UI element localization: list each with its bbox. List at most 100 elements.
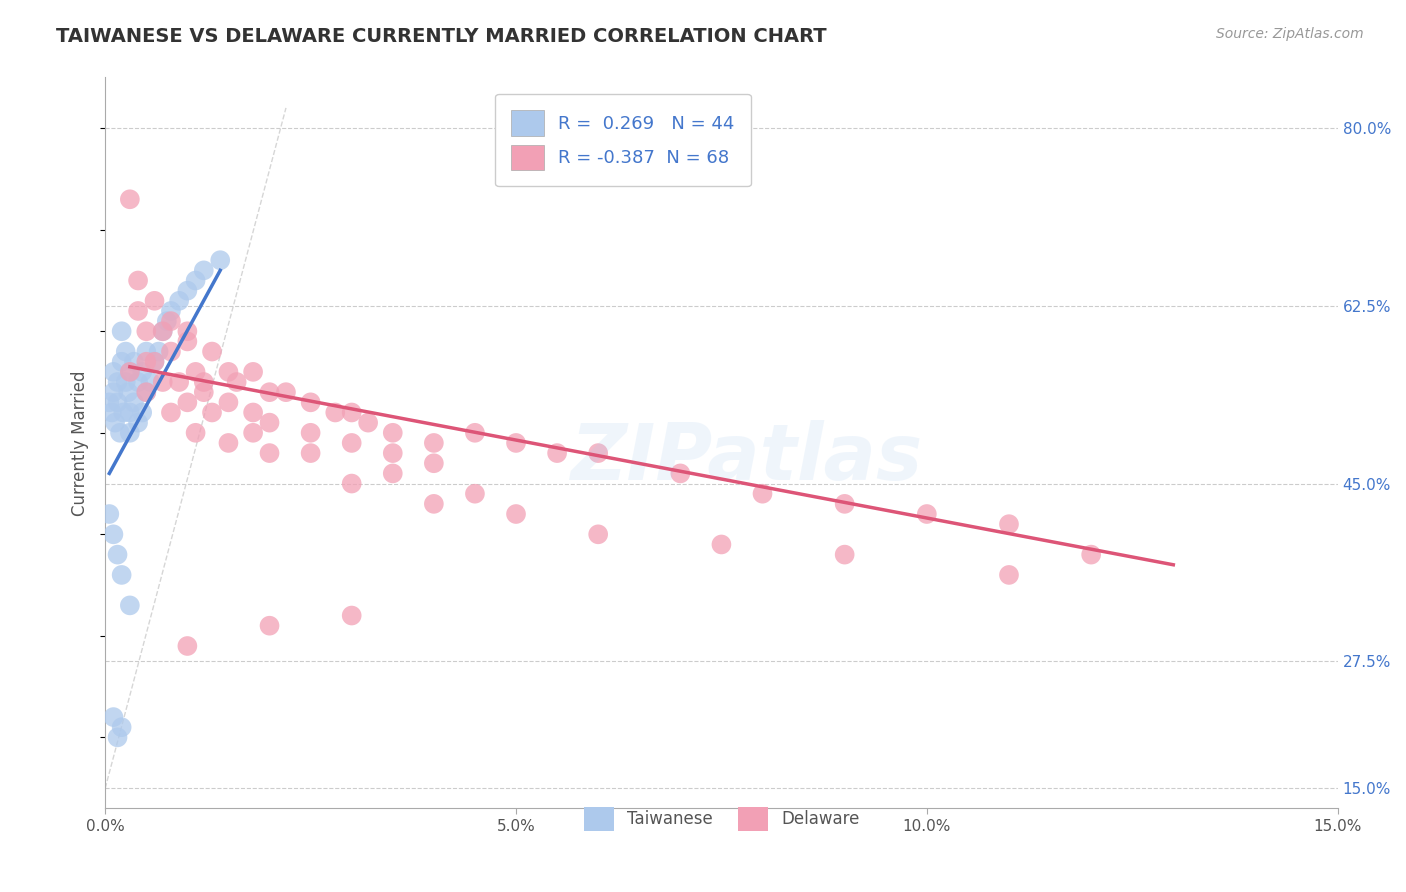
Point [184, 273, 207, 287]
Point [101, 405, 124, 419]
Point [340, 405, 363, 419]
Point [710, 537, 733, 551]
Point [546, 446, 568, 460]
Point [139, 375, 162, 389]
Point [118, 405, 141, 419]
Point [299, 395, 322, 409]
Point [107, 548, 129, 562]
Point [135, 355, 157, 369]
Point [259, 416, 281, 430]
Point [122, 395, 145, 409]
Point [107, 731, 129, 745]
Point [751, 486, 773, 500]
Point [135, 385, 157, 400]
Point [103, 527, 125, 541]
Point [381, 425, 404, 440]
Point [111, 324, 134, 338]
Point [107, 395, 129, 409]
Point [998, 517, 1021, 532]
Point [184, 365, 207, 379]
Point [127, 375, 149, 389]
Point [118, 192, 141, 206]
Point [915, 507, 938, 521]
Point [114, 344, 136, 359]
Point [98, 507, 121, 521]
Point [152, 324, 174, 338]
Point [217, 395, 239, 409]
Point [176, 334, 198, 349]
Point [201, 344, 224, 359]
Point [131, 405, 153, 419]
Point [143, 293, 166, 308]
Point [259, 385, 281, 400]
Point [176, 324, 198, 338]
Point [156, 314, 179, 328]
Point [299, 425, 322, 440]
Point [111, 720, 134, 734]
Point [193, 375, 215, 389]
Point [111, 568, 134, 582]
Point [998, 568, 1021, 582]
Point [176, 639, 198, 653]
Point [423, 456, 446, 470]
Point [340, 476, 363, 491]
Point [1080, 548, 1102, 562]
Point [357, 416, 380, 430]
Point [167, 375, 190, 389]
Point [323, 405, 346, 419]
Point [118, 425, 141, 440]
Point [423, 497, 446, 511]
Text: TAIWANESE VS DELAWARE CURRENTLY MARRIED CORRELATION CHART: TAIWANESE VS DELAWARE CURRENTLY MARRIED … [56, 27, 827, 45]
Point [160, 304, 183, 318]
Point [193, 385, 215, 400]
Point [143, 355, 166, 369]
Point [505, 436, 527, 450]
Point [176, 395, 198, 409]
Point [586, 527, 609, 541]
Legend: Taiwanese, Delaware: Taiwanese, Delaware [571, 794, 873, 844]
Point [107, 375, 129, 389]
Point [242, 365, 264, 379]
Point [117, 385, 139, 400]
Point [108, 425, 131, 440]
Point [217, 436, 239, 450]
Text: Source: ZipAtlas.com: Source: ZipAtlas.com [1216, 27, 1364, 41]
Point [242, 425, 264, 440]
Point [135, 324, 157, 338]
Point [167, 293, 190, 308]
Text: ZIPatlas: ZIPatlas [569, 419, 922, 496]
Point [152, 324, 174, 338]
Point [669, 467, 692, 481]
Y-axis label: Currently Married: Currently Married [72, 370, 89, 516]
Point [118, 365, 141, 379]
Point [299, 446, 322, 460]
Point [340, 436, 363, 450]
Point [834, 497, 856, 511]
Point [112, 405, 135, 419]
Point [160, 344, 183, 359]
Point [259, 446, 281, 460]
Point [242, 405, 264, 419]
Point [127, 416, 149, 430]
Point [118, 599, 141, 613]
Point [122, 355, 145, 369]
Point [103, 365, 125, 379]
Point [103, 385, 125, 400]
Point [114, 375, 136, 389]
Point [834, 548, 856, 562]
Point [259, 618, 281, 632]
Point [118, 365, 141, 379]
Point [104, 416, 127, 430]
Point [148, 344, 170, 359]
Point [127, 304, 149, 318]
Point [201, 405, 224, 419]
Point [152, 375, 174, 389]
Point [423, 436, 446, 450]
Point [505, 507, 527, 521]
Point [135, 344, 157, 359]
Point [98, 395, 121, 409]
Point [131, 365, 153, 379]
Point [381, 446, 404, 460]
Point [464, 425, 486, 440]
Point [193, 263, 215, 277]
